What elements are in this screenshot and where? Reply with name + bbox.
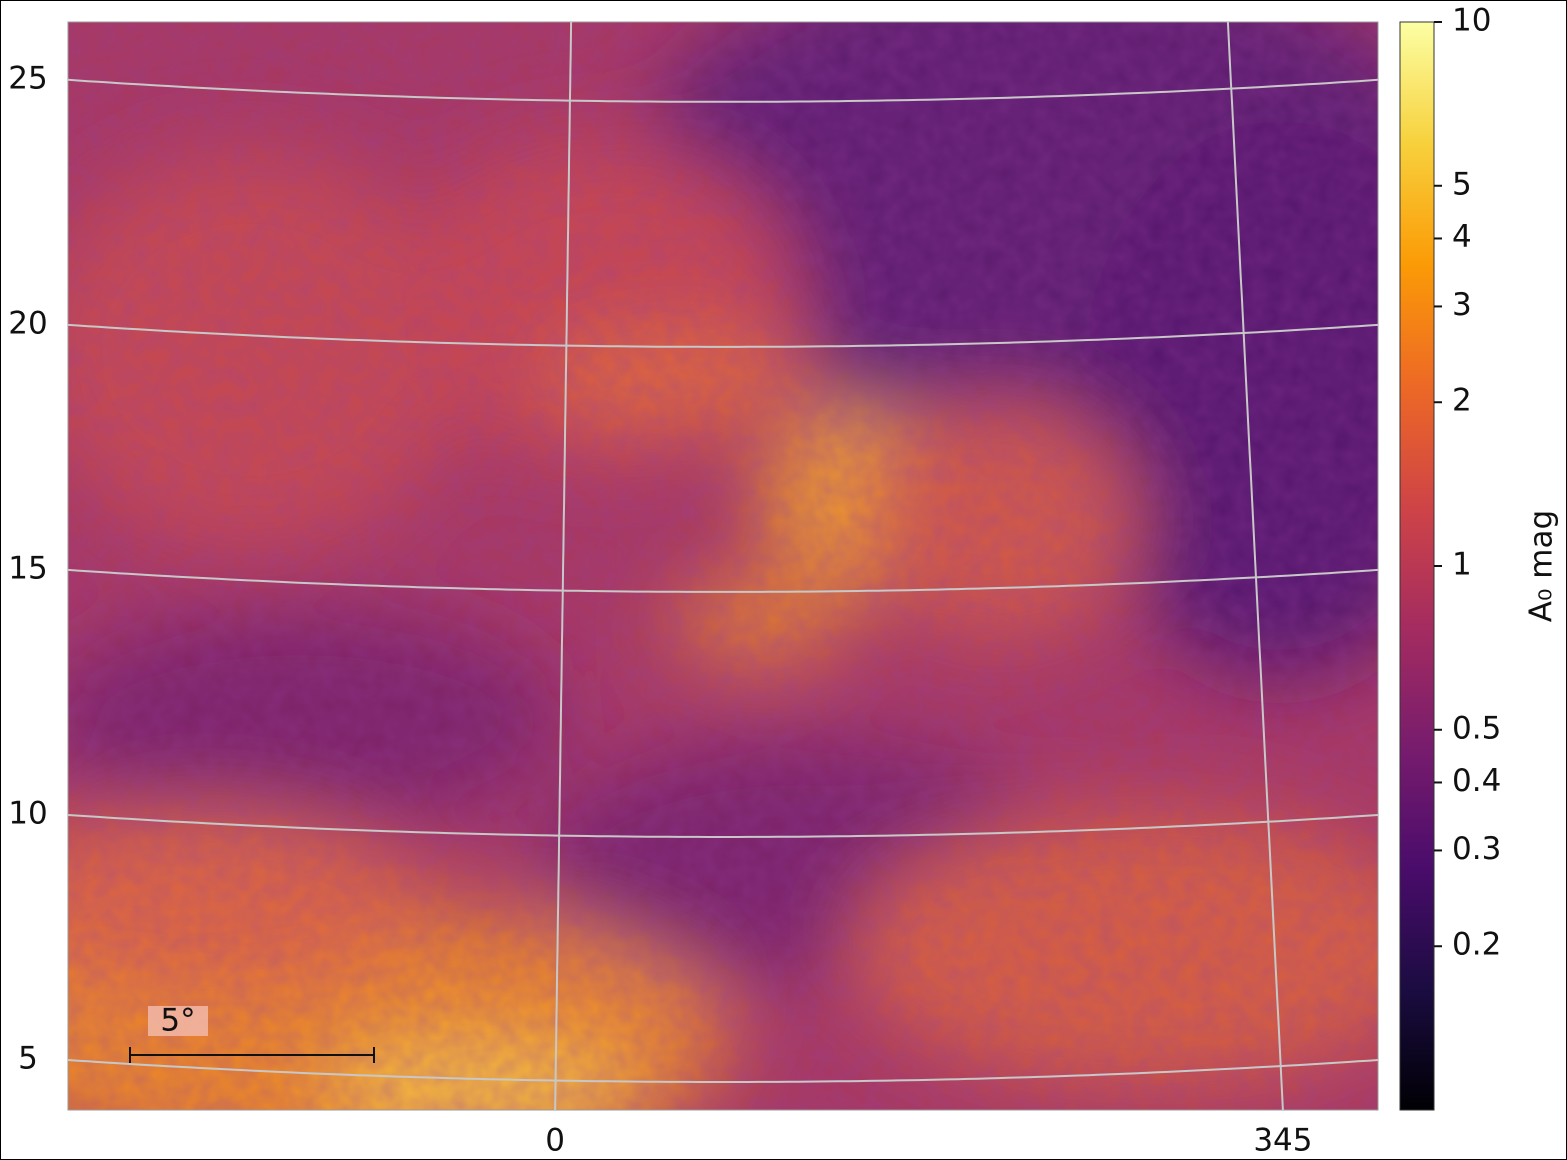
chart: 5° A₀ mag 51015202503450.20.30.40.512345… xyxy=(0,0,1567,1160)
x-tick-label: 345 xyxy=(1253,1123,1312,1159)
colorbar-tick-label: 0.2 xyxy=(1452,927,1501,963)
colorbar-tick-label: 2 xyxy=(1452,383,1472,419)
scale-bar-label: 5° xyxy=(160,1003,195,1039)
y-tick-label: 10 xyxy=(8,795,47,831)
colorbar-label: A₀ mag xyxy=(1524,510,1560,622)
colorbar-tick-label: 0.3 xyxy=(1452,831,1501,867)
colorbar-tick-label: 5 xyxy=(1452,166,1472,202)
y-tick-label: 5 xyxy=(18,1041,38,1077)
colorbar-tick-label: 10 xyxy=(1452,3,1491,39)
colorbar-tick-label: 0.4 xyxy=(1452,763,1501,799)
colorbar-tick-label: 4 xyxy=(1452,219,1472,255)
y-tick-label: 15 xyxy=(8,550,47,586)
colorbar-tick-label: 3 xyxy=(1452,287,1472,323)
y-tick-label: 20 xyxy=(8,305,47,341)
colorbar-tick-label: 0.5 xyxy=(1452,710,1501,746)
colorbar xyxy=(1400,22,1434,1110)
y-tick-label: 25 xyxy=(8,60,47,96)
colorbar-tick-label: 1 xyxy=(1452,547,1472,583)
x-tick-label: 0 xyxy=(545,1123,565,1159)
